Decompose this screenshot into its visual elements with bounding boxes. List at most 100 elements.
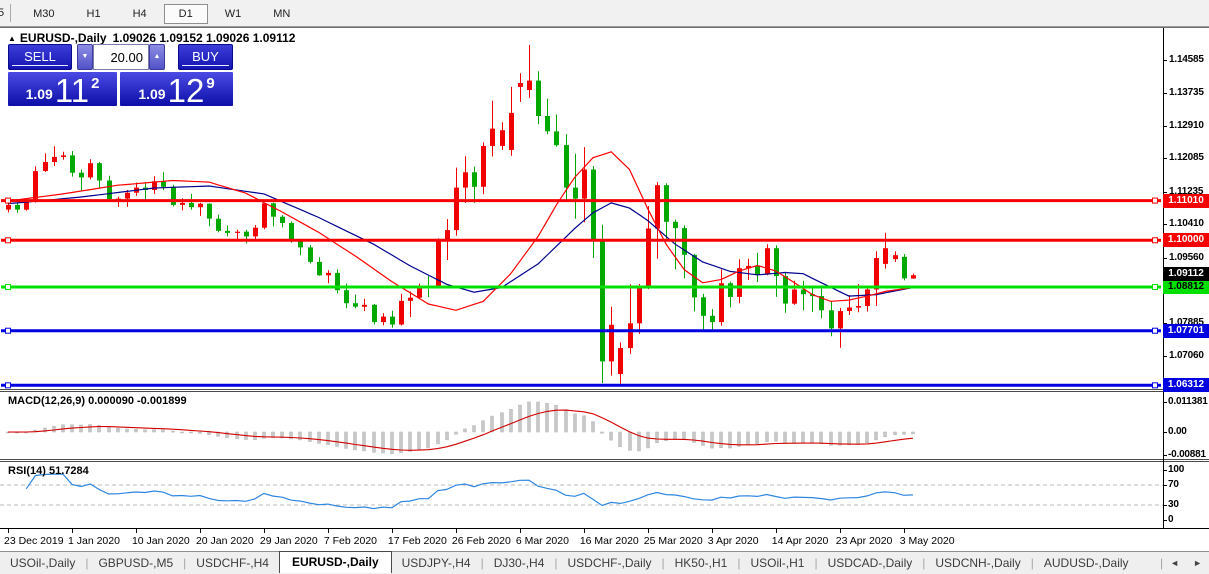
date-tick — [519, 529, 521, 533]
chart-tab-dj30-h4[interactable]: DJ30-,H4 — [493, 556, 545, 570]
timeframe-buttons: M30 H1 H4 D1 W1 MN — [17, 4, 306, 24]
rsi-axis-tick — [1163, 505, 1167, 506]
chart-tab-usdjpy-h4[interactable]: USDJPY-,H4 — [401, 556, 471, 570]
current-price-tag: 1.09112 — [1163, 267, 1209, 282]
macd-plot-area[interactable] — [0, 392, 1163, 459]
chart-tab-usdcnh-daily[interactable]: USDCNH-,Daily — [935, 556, 1021, 570]
ask-price-big: 12 — [167, 72, 205, 109]
line-handle[interactable] — [1152, 237, 1158, 244]
chart-tab-eurusd-daily[interactable]: EURUSD-,Daily — [278, 551, 392, 573]
timeframe-button-h1[interactable]: H1 — [86, 8, 101, 20]
timeframe-button-d1[interactable]: D1 — [163, 4, 208, 24]
date-label: 16 Mar 2020 — [579, 535, 639, 547]
chart-window: ▲ EURUSD-,Daily 1.09026 1.09152 1.09026 1.… — [0, 27, 1209, 574]
price-axis-label: 1.12910 — [1169, 119, 1204, 131]
price-axis-label: 1.07885 — [1169, 317, 1204, 329]
chart-symbol-label: EURUSD-,Daily — [19, 31, 107, 45]
rsi-axis-tick — [1163, 470, 1167, 471]
line-handle[interactable] — [5, 327, 11, 334]
line-handle[interactable] — [1152, 197, 1158, 204]
volume-decrease-button[interactable]: ▼ — [77, 44, 93, 70]
panel-separator[interactable] — [0, 459, 1209, 462]
rsi-axis-tick — [1163, 520, 1167, 521]
triangle-up-icon: ▲ — [153, 53, 161, 60]
volume-input[interactable] — [93, 44, 149, 70]
timeframe-button-m30[interactable]: M30 — [33, 8, 55, 20]
chart-tab-usdchf-daily[interactable]: USDCHF-,Daily — [567, 556, 652, 570]
buy-button[interactable]: BUY — [178, 44, 233, 70]
ask-price-pip: 9 — [206, 75, 215, 92]
volume-increase-button[interactable]: ▲ — [149, 44, 165, 70]
panel-separator[interactable] — [0, 389, 1209, 392]
line-handle[interactable] — [5, 237, 11, 244]
line-handle[interactable] — [1152, 284, 1158, 291]
rsi-plot-area[interactable] — [0, 462, 1163, 528]
rsi-panel: RSI(14) 51.7284 100 70 30 0 — [0, 462, 1209, 528]
tab-separator: | — [480, 556, 484, 570]
tab-separator: | — [1160, 556, 1164, 570]
rsi-axis-label: 0 — [1168, 514, 1174, 525]
date-label: 25 Mar 2020 — [643, 535, 703, 547]
chart-tab-usoil-daily[interactable]: USOil-,Daily — [10, 556, 76, 570]
ask-price-prefix: 1.09 — [138, 86, 166, 102]
sell-button[interactable]: SELL — [8, 44, 72, 70]
price-tag-1.11010: 1.11010 — [1163, 193, 1209, 208]
fast-ma-line — [7, 151, 913, 311]
bid-price-prefix: 1.09 — [25, 86, 53, 102]
macd-panel: MACD(12,26,9) 0.000090 -0.001899 0.01138… — [0, 392, 1209, 460]
chart-tab-audusd-daily[interactable]: AUDUSD-,Daily — [1043, 556, 1129, 570]
date-label: 14 Apr 2020 — [771, 535, 829, 547]
date-label: 23 Dec 2019 — [4, 535, 64, 547]
tab-separator: | — [661, 556, 665, 570]
chart-tab-usoil-h1[interactable]: USOil-,H1 — [750, 556, 805, 570]
price-axis-label: 1.14585 — [1169, 54, 1204, 65]
chart-tab-bar: USOil-,Daily | GBPUSD-,M5 | USDCHF-,H4 EURUSD… — [0, 551, 1209, 574]
chart-tab-usdchf-h4[interactable]: USDCHF-,H4 — [196, 556, 269, 570]
chart-tab-usdcad-daily[interactable]: USDCAD-,Daily — [827, 556, 913, 570]
date-tick — [391, 529, 393, 533]
timeframe-button-mn[interactable]: MN — [273, 8, 291, 20]
sell-button-underline — [12, 65, 68, 66]
rsi-label: RSI(14) 51.7284 — [8, 465, 89, 477]
macd-histogram — [6, 401, 915, 454]
price-tag-1.07701: 1.07701 — [1163, 323, 1209, 338]
toolbar-separator — [10, 4, 12, 22]
price-axis-label: 1.13735 — [1169, 87, 1204, 99]
candles-layer — [6, 44, 916, 386]
sell-price-tile[interactable]: 1.09 11 2 — [8, 72, 117, 107]
line-handle[interactable] — [5, 382, 11, 389]
date-tick — [711, 529, 713, 533]
price-axis-label: 1.09560 — [1169, 251, 1204, 263]
sell-button-label: SELL — [24, 49, 56, 64]
chart-plot-area[interactable] — [0, 28, 1163, 389]
rsi-axis-label: 30 — [1168, 499, 1179, 510]
tab-scroll-right-icon[interactable]: ► — [1193, 558, 1202, 568]
price-tag-1.06312: 1.06312 — [1163, 378, 1209, 393]
date-tick — [135, 529, 137, 533]
timeframe-button-h4[interactable]: H4 — [132, 8, 147, 20]
date-axis[interactable]: 23 Dec 2019 1 Jan 2020 10 Jan 2020 20 Jan 2… — [0, 528, 1209, 552]
date-tick — [903, 529, 905, 533]
date-label: 10 Jan 2020 — [131, 535, 190, 547]
price-tag-1.08812: 1.08812 — [1163, 280, 1209, 295]
date-tick — [8, 529, 9, 533]
line-handle[interactable] — [1152, 382, 1158, 389]
chart-tab-hk50-h1[interactable]: HK50-,H1 — [674, 556, 728, 570]
macd-label: MACD(12,26,9) 0.000090 -0.001899 — [8, 395, 187, 407]
macd-axis-label: 0.00 — [1168, 426, 1187, 437]
line-handle[interactable] — [5, 284, 11, 291]
timeframe-m5-clipped-button[interactable]: 5 — [0, 7, 5, 19]
tab-scroll-left-icon[interactable]: ◄ — [1170, 558, 1180, 568]
line-handle[interactable] — [1152, 327, 1158, 334]
timeframe-button-w1[interactable]: W1 — [224, 8, 242, 20]
line-handle[interactable] — [5, 197, 11, 204]
date-label: 17 Feb 2020 — [387, 535, 447, 547]
price-axis-tick — [1163, 158, 1167, 160]
price-chart-panel: ▲ EURUSD-,Daily 1.09026 1.09152 1.09026 1.… — [0, 28, 1209, 393]
buy-price-tile[interactable]: 1.09 12 9 — [120, 72, 233, 109]
bid-price-pip: 2 — [91, 75, 100, 92]
date-tick — [583, 529, 585, 533]
price-axis-label: 1.07060 — [1169, 349, 1204, 361]
tab-separator: | — [1030, 556, 1034, 570]
chart-tab-gbpusd-m5[interactable]: GBPUSD-,M5 — [98, 556, 174, 570]
